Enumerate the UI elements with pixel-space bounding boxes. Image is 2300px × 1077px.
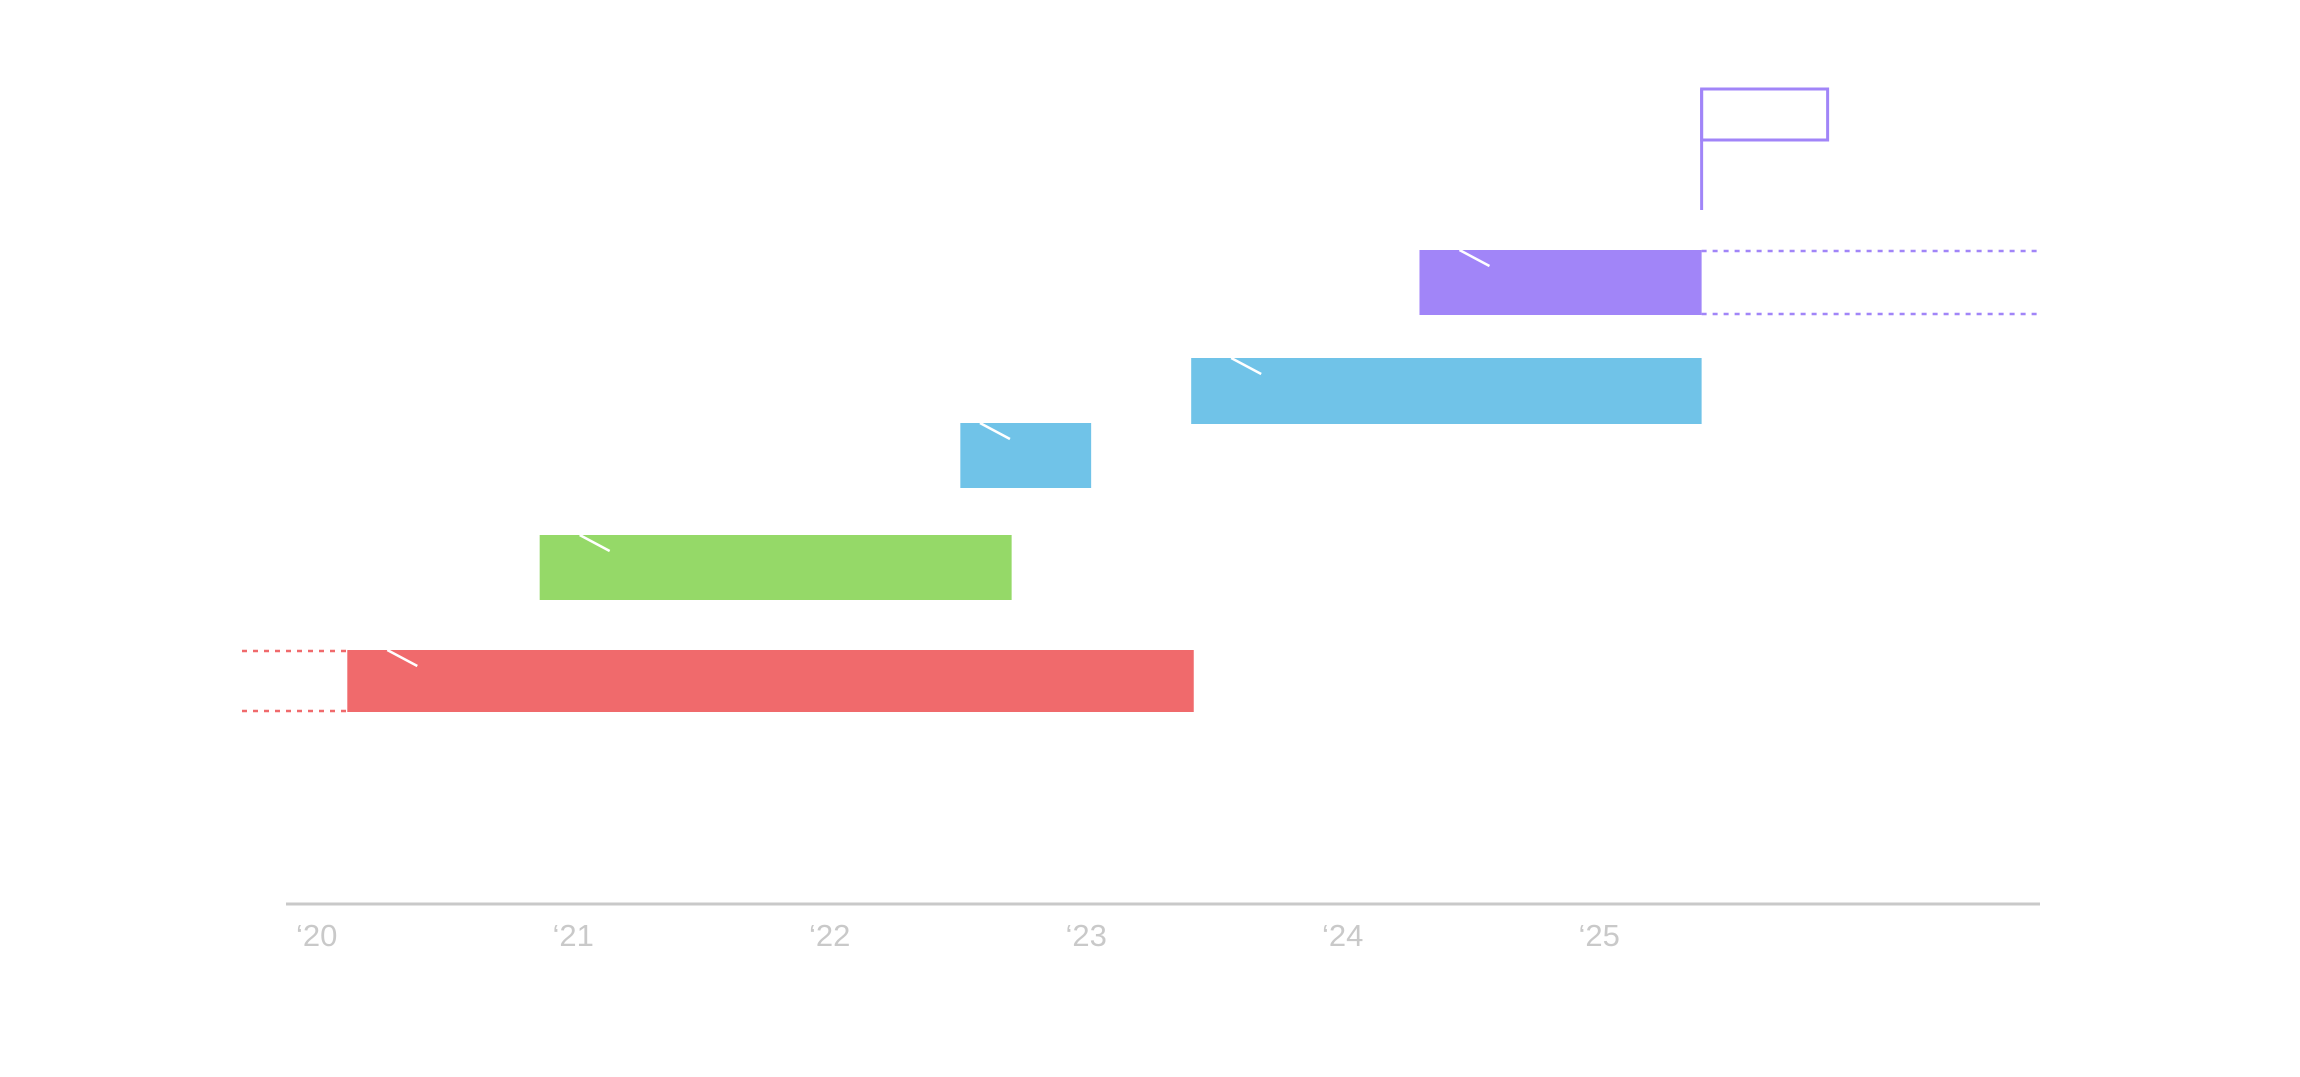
task-bar[interactable] [960, 423, 1092, 488]
task-bar-group [1419, 248, 2040, 316]
x-tick-label: ‘25 [1579, 918, 1620, 953]
task-bar[interactable] [1419, 250, 1702, 315]
bar-hatch-mark [1230, 356, 1262, 376]
milestone-flag-icon[interactable] [1700, 87, 1830, 210]
task-bar-group [960, 421, 1092, 488]
task-bar-group [539, 533, 1012, 600]
bar-hatch-mark [979, 421, 1011, 441]
task-bar[interactable] [347, 650, 1194, 712]
bar-hatch-mark [579, 533, 611, 553]
bar-hatch-mark [386, 648, 418, 668]
bar-hatch-mark [1458, 248, 1491, 268]
flag-banner [1700, 87, 1830, 142]
task-bar-group [242, 648, 1194, 713]
x-tick-label: ‘24 [1322, 918, 1363, 953]
x-tick-label: ‘21 [553, 918, 594, 953]
task-bar[interactable] [1191, 358, 1702, 424]
task-bar-group [1191, 356, 1702, 424]
task-bar[interactable] [539, 535, 1012, 600]
x-tick-label: ‘22 [809, 918, 850, 953]
x-tick-label: ‘23 [1066, 918, 1107, 953]
x-tick-label: ‘20 [296, 918, 337, 953]
